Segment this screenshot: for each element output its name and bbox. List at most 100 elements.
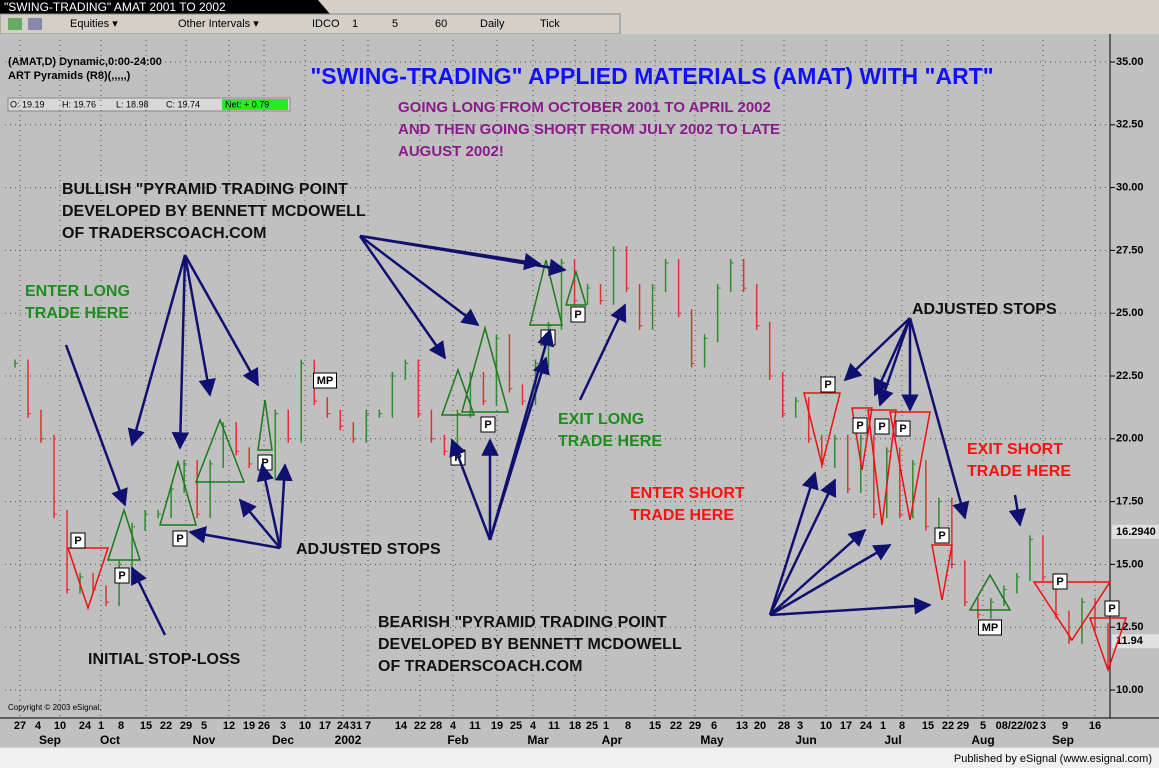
quote-box [7, 97, 291, 112]
x-tick-label: 7 [365, 720, 371, 732]
pyramid [889, 411, 931, 521]
marker: MP [317, 375, 334, 387]
x-tick-label: 10 [54, 720, 66, 732]
pyramid [194, 417, 246, 483]
chart-title: "SWING-TRADING" APPLIED MATERIALS (AMAT)… [310, 63, 993, 89]
marker: P [1056, 576, 1063, 588]
marker-box [934, 527, 950, 544]
pyramid [529, 259, 563, 326]
price-label-bg [1112, 634, 1159, 649]
annotation: TRADE HERE [630, 507, 734, 524]
annotation: ENTER LONG [25, 283, 130, 300]
annotation: DEVELOPED BY BENNETT MCDOWELL [62, 203, 366, 220]
toolbar-item[interactable]: 60 [435, 18, 447, 30]
price-label-bg [1112, 524, 1159, 539]
marker-box [114, 567, 130, 584]
arrow [275, 463, 293, 549]
x-tick-label: 4 [530, 720, 537, 732]
price-label: 16.2940 [1116, 526, 1156, 538]
x-tick-label: 26 [258, 720, 270, 732]
marker: P [484, 419, 491, 431]
marker: P [938, 530, 945, 542]
annotation: TRADE HERE [25, 305, 129, 322]
marker: MP [982, 622, 999, 634]
month-label: Jul [884, 733, 901, 747]
y-tick-label: 35.00 [1116, 56, 1144, 68]
toolbar-item[interactable]: 5 [392, 18, 398, 30]
toolbar-item[interactable]: 1 [352, 18, 358, 30]
subtitle: AND THEN GOING SHORT FROM JULY 2002 TO L… [398, 121, 780, 138]
marker-box [313, 372, 337, 389]
annotation: BULLISH "PYRAMID TRADING POINT [62, 181, 348, 198]
x-tick-label: 25 [586, 720, 598, 732]
y-tick-label: 12.50 [1116, 621, 1144, 633]
toolbar-item[interactable]: Tick [540, 18, 560, 30]
x-tick-label: 19 [491, 720, 503, 732]
marker-box [480, 416, 496, 433]
toolbar-item[interactable]: Equities ▾ [70, 18, 118, 30]
quote: H: 19.76 [62, 99, 96, 109]
x-tick-label: 24 [337, 720, 350, 732]
annotation: BEARISH "PYRAMID TRADING POINT [378, 614, 667, 631]
price-label: 11.94 [1116, 635, 1144, 647]
arrow [256, 463, 282, 549]
x-tick-label: 10 [820, 720, 832, 732]
toolbar-item[interactable]: Other Intervals ▾ [178, 18, 259, 30]
marker-box [1104, 600, 1120, 617]
y-tick-label: 30.00 [1116, 182, 1144, 194]
annotation: ADJUSTED STOPS [296, 541, 441, 558]
x-tick-label: 29 [689, 720, 701, 732]
y-tick-label: 10.00 [1116, 684, 1144, 696]
marker: P [176, 533, 183, 545]
x-tick-label: 8 [625, 720, 631, 732]
month-label: May [700, 733, 724, 747]
annotation: DEVELOPED BY BENNETT MCDOWELL [378, 636, 682, 653]
y-tick-label: 32.50 [1116, 119, 1144, 131]
month-label: Dec [272, 733, 294, 747]
copyright: Copyright © 2003 eSignal. [8, 703, 102, 712]
x-tick-label: 12 [223, 720, 235, 732]
marker: P [74, 535, 81, 547]
annotation: ENTER SHORT [630, 485, 745, 502]
arrow [769, 597, 932, 617]
pyramid [931, 544, 953, 601]
pyramid [257, 399, 273, 451]
arrow [171, 254, 190, 450]
toolbar-item[interactable]: Daily [480, 18, 505, 30]
arrow [359, 235, 480, 327]
arrow [876, 317, 912, 407]
arrow [127, 254, 187, 447]
icon [8, 18, 22, 30]
pyramid [867, 409, 897, 526]
x-tick-label: 10 [299, 720, 311, 732]
x-tick-label: 22 [670, 720, 682, 732]
x-tick-label: 6 [711, 720, 717, 732]
x-tick-label: 29 [957, 720, 969, 732]
x-tick-label: 18 [569, 720, 581, 732]
x-tick-label: 13 [736, 720, 748, 732]
x-tick-label: 11 [469, 720, 481, 732]
subtitle: GOING LONG FROM OCTOBER 2001 TO APRIL 20… [398, 99, 771, 116]
x-tick-label: 29 [180, 720, 192, 732]
x-tick-label: 17 [319, 720, 331, 732]
marker: P [261, 457, 268, 469]
pyramid [968, 573, 1012, 611]
arrow [449, 438, 492, 541]
x-tick-label: 11 [548, 720, 560, 732]
arrow [769, 543, 892, 617]
arrow [64, 344, 128, 507]
x-tick-label: 5 [201, 720, 207, 732]
month-label: Sep [1052, 733, 1074, 747]
x-tick-label: 14 [395, 720, 408, 732]
x-tick-label: 8 [899, 720, 905, 732]
marker-box [570, 306, 586, 323]
icon [28, 18, 42, 30]
x-tick-label: 24 [79, 720, 92, 732]
pyramid [1088, 617, 1128, 673]
marker-box [172, 530, 188, 547]
pyramid [106, 507, 142, 561]
toolbar-item[interactable]: IDCO [312, 18, 340, 30]
x-tick-label: 5 [980, 720, 986, 732]
x-tick-label: 4 [450, 720, 457, 732]
